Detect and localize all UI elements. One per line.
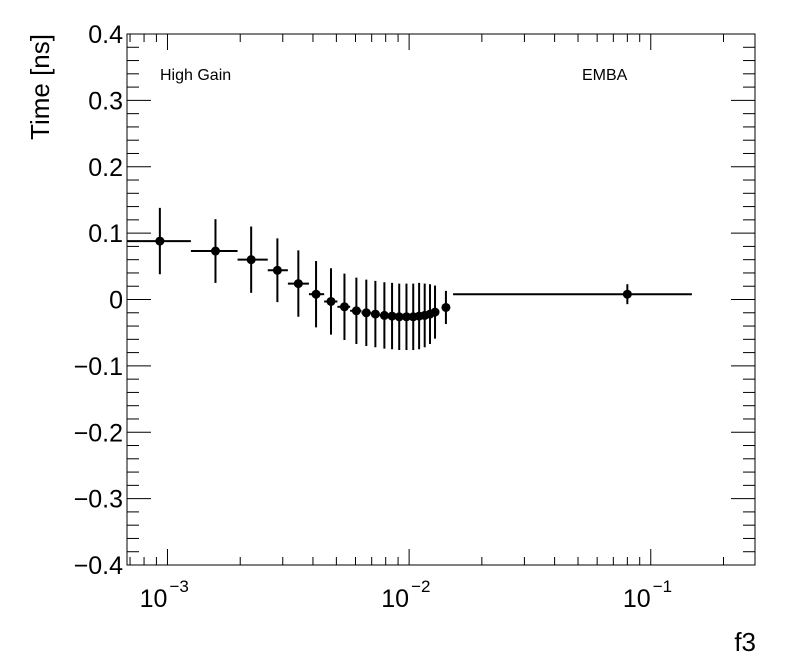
data-point (127, 207, 191, 275)
y-tick-label: −0.1 (74, 353, 123, 381)
x-axis-title: f3 (734, 627, 756, 657)
axis-ticks (127, 33, 755, 566)
x-tick-labels: 10 −3 10 −2 10 −1 (140, 577, 673, 613)
data-point (425, 284, 435, 344)
x-tick-exponent: −2 (411, 577, 430, 596)
y-tick-label: 0.3 (88, 87, 123, 115)
data-point (267, 238, 288, 303)
x-tick-label: 10 −3 (140, 577, 189, 613)
point-marker (311, 289, 321, 299)
data-point (370, 280, 380, 348)
point-marker (441, 302, 451, 312)
point-marker (210, 246, 220, 256)
point-marker (401, 312, 411, 322)
data-point (287, 250, 309, 317)
x-tick-base: 10 (140, 585, 168, 613)
data-point (387, 282, 397, 350)
point-marker (430, 307, 440, 317)
point-marker (272, 265, 282, 275)
annotation-emba: EMBA (582, 67, 628, 84)
y-tick-label: −0.4 (74, 552, 123, 580)
data-point (453, 284, 692, 305)
data-point (430, 285, 440, 339)
x-tick-exponent: −3 (169, 577, 188, 596)
data-point (337, 273, 351, 340)
y-tick-label: −0.3 (74, 486, 123, 514)
y-tick-label: 0 (109, 287, 123, 315)
x-tick-exponent: −1 (653, 577, 672, 596)
x-tick-label: 10 −1 (623, 577, 672, 613)
y-tick-label: 0.2 (88, 154, 123, 182)
data-point (361, 279, 371, 346)
point-marker (246, 255, 256, 265)
data-points (127, 207, 692, 350)
data-point (394, 283, 404, 350)
annotation-high-gain: High Gain (160, 67, 231, 84)
point-marker (387, 311, 397, 321)
point-marker (370, 309, 380, 319)
data-point (190, 219, 238, 283)
point-marker (293, 279, 303, 289)
y-tick-labels: 0.4 0.3 0.2 0.1 0 −0.1 −0.2 −0.3 −0.4 (74, 21, 123, 580)
y-axis-title: Time [ns] (25, 34, 55, 140)
data-point (324, 268, 338, 335)
point-marker (351, 306, 361, 316)
point-marker (379, 310, 389, 320)
point-marker (339, 302, 349, 312)
x-tick-base: 10 (623, 585, 651, 613)
point-marker (326, 296, 336, 306)
data-point (350, 277, 362, 344)
point-marker (155, 236, 165, 246)
data-point (379, 282, 389, 349)
y-tick-label: 0.4 (88, 21, 123, 49)
plot-frame (126, 33, 756, 566)
y-tick-label: −0.2 (74, 419, 123, 447)
data-point (308, 261, 325, 328)
point-marker (394, 312, 404, 322)
point-marker (622, 289, 632, 299)
data-point (441, 290, 451, 325)
data-point (401, 283, 411, 350)
y-tick-label: 0.1 (88, 220, 123, 248)
data-point (237, 226, 268, 293)
x-tick-label: 10 −2 (381, 577, 430, 613)
x-tick-base: 10 (381, 585, 409, 613)
point-marker (361, 308, 371, 318)
